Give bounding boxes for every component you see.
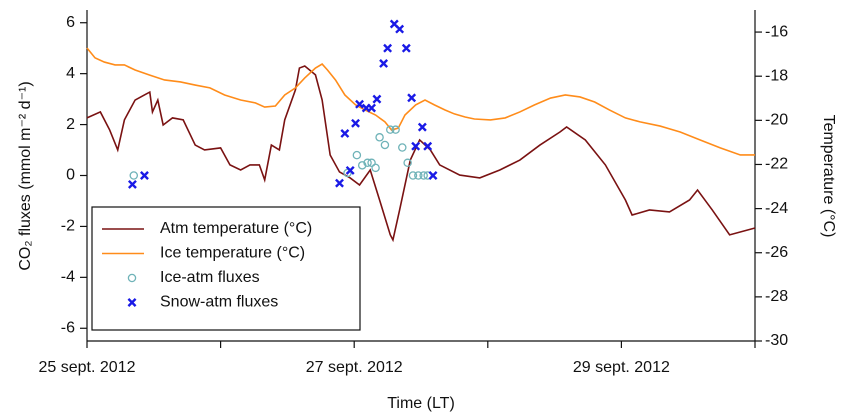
legend-label: Snow-atm fluxes bbox=[160, 294, 278, 311]
y2-tick-label: -18 bbox=[765, 67, 788, 84]
ice-atm-point bbox=[391, 125, 400, 134]
y-tick-label: 4 bbox=[66, 65, 75, 82]
legend-label: Atm temperature (°C) bbox=[160, 220, 312, 237]
legend-swatch bbox=[127, 298, 137, 307]
x-tick-label: 25 sept. 2012 bbox=[39, 359, 136, 376]
snow-atm-point bbox=[417, 122, 427, 132]
y-tick-label: -4 bbox=[61, 269, 75, 286]
x-axis-title: Time (LT) bbox=[387, 395, 455, 412]
snow-atm-point bbox=[411, 141, 421, 151]
y2-tick-label: -30 bbox=[765, 332, 788, 349]
y2-axis-title: Temperature (°C) bbox=[820, 115, 837, 238]
snow-atm-point bbox=[383, 43, 393, 53]
snow-atm-point bbox=[395, 24, 405, 34]
snow-atm-point bbox=[379, 59, 389, 68]
ice-atm-point bbox=[380, 140, 390, 150]
temperature-line bbox=[86, 47, 755, 156]
snow-atm-point bbox=[351, 118, 360, 128]
ice-atm-point bbox=[419, 171, 428, 180]
y-axis-title: CO₂ fluxes (mmol m⁻² d⁻¹) bbox=[17, 81, 34, 270]
ice-atm-point bbox=[352, 150, 362, 160]
y2-tick-label: -26 bbox=[765, 244, 788, 261]
y2-tick-label: -22 bbox=[765, 156, 788, 173]
y2-tick-label: -24 bbox=[765, 200, 788, 217]
y2-tick-label: -20 bbox=[765, 112, 788, 129]
ice-atm-point bbox=[403, 158, 412, 168]
legend-label: Ice temperature (°C) bbox=[160, 245, 305, 262]
ice-atm-point bbox=[129, 171, 139, 180]
x-tick-label: 27 sept. 2012 bbox=[306, 359, 403, 376]
y-tick-label: 0 bbox=[66, 167, 75, 184]
legend-box bbox=[91, 206, 361, 331]
temperature-line bbox=[86, 65, 756, 243]
ice-atm-point bbox=[414, 171, 423, 180]
snow-atm-point bbox=[345, 165, 355, 175]
snow-atm-point bbox=[428, 171, 438, 180]
y-tick-label: -2 bbox=[61, 218, 75, 235]
ice-atm-point bbox=[386, 125, 395, 134]
snow-atm-point bbox=[340, 129, 350, 138]
snow-atm-point bbox=[401, 43, 411, 53]
y-tick-label: -6 bbox=[61, 319, 75, 336]
snow-atm-point bbox=[372, 94, 382, 104]
y-tick-label: 2 bbox=[66, 116, 75, 133]
snow-atm-point bbox=[335, 178, 344, 188]
snow-atm-point bbox=[367, 103, 377, 113]
snow-atm-point bbox=[407, 93, 417, 103]
ice-atm-point bbox=[357, 161, 367, 170]
ice-atm-point bbox=[363, 158, 372, 168]
ice-atm-point bbox=[367, 158, 376, 168]
ice-atm-point bbox=[398, 143, 407, 152]
ice-atm-point bbox=[375, 133, 384, 142]
x-tick-label: 29 sept. 2012 bbox=[573, 359, 670, 376]
ice-atm-point bbox=[408, 171, 418, 180]
ice-atm-point bbox=[371, 163, 380, 173]
legend-swatch bbox=[127, 273, 137, 283]
snow-atm-point bbox=[139, 171, 149, 180]
snow-atm-point bbox=[423, 141, 433, 151]
ice-atm-point bbox=[423, 171, 432, 180]
y2-tick-label: -28 bbox=[765, 288, 788, 305]
y-tick-label: 6 bbox=[66, 14, 75, 31]
legend-label: Ice-atm fluxes bbox=[160, 269, 260, 286]
snow-atm-point bbox=[127, 179, 137, 189]
snow-atm-point bbox=[355, 99, 364, 109]
y2-tick-label: -16 bbox=[765, 23, 788, 40]
